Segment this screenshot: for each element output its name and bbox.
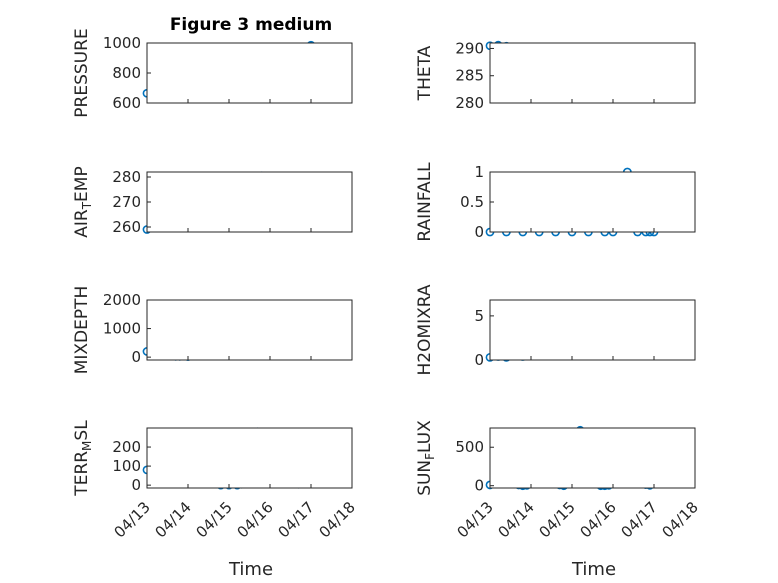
- y-tick-label: 0: [474, 477, 484, 495]
- y-tick-label: 285: [455, 67, 484, 85]
- y-tick-label: 200: [112, 438, 141, 456]
- axes-frame: [489, 427, 696, 489]
- y-axis-label: AIRTEMP: [72, 166, 94, 237]
- y-tick-label: 1000: [103, 320, 141, 338]
- chart-panel-row3-right: 0 5 H2OMIXRA: [415, 284, 696, 376]
- y-tick-label: 5: [474, 307, 484, 325]
- chart-panel-row2-right: 0 0.5 1 RAINFALL: [415, 162, 696, 242]
- axes-frame: [146, 299, 353, 361]
- axes-frame: [146, 171, 353, 233]
- axes-frame: [489, 42, 696, 104]
- y-axis-label: RAINFALL: [415, 162, 435, 242]
- y-tick-label: 500: [455, 438, 484, 456]
- y-axis-label: MIXDEPTH: [72, 286, 92, 375]
- y-axis-label: TERRMSL: [72, 420, 94, 497]
- y-tick-label: 0.5: [460, 193, 484, 211]
- chart-panel-row2-left: 260 270 280 AIRTEMP: [72, 166, 353, 238]
- axes-frame: [146, 427, 353, 489]
- x-axis-label-right: Time: [571, 559, 616, 580]
- figure-title: Figure 3 medium: [170, 15, 332, 35]
- y-tick-label: 0: [131, 476, 141, 494]
- y-tick-label: 0: [131, 348, 141, 366]
- y-tick-label: 280: [112, 168, 141, 186]
- chart-panel-row3-left: 0 1000 2000 MIXDEPTH: [72, 286, 353, 375]
- y-tick-label: 800: [112, 64, 141, 82]
- y-tick-label: 280: [455, 94, 484, 112]
- axes-frame: [489, 299, 696, 361]
- y-tick-label: 2000: [103, 291, 141, 309]
- y-tick-label: 0: [474, 223, 484, 241]
- y-tick-label: 260: [112, 218, 141, 236]
- y-tick-label: 1: [474, 163, 484, 181]
- chart-panel-top-left: 600 800 1000 PRESSURE: [72, 28, 353, 118]
- y-tick-label: 290: [455, 39, 484, 57]
- y-tick-label: 270: [112, 193, 141, 211]
- y-axis-label: H2OMIXRA: [415, 284, 435, 375]
- chart-panel-top-right: 280 285 290 THETA: [415, 39, 696, 112]
- x-axis-label-left: Time: [228, 559, 273, 580]
- y-axis-label: SUNFLUX: [415, 420, 437, 496]
- y-axis-label: THETA: [415, 45, 435, 101]
- y-axis-label: PRESSURE: [72, 28, 92, 117]
- axes-frame: [146, 42, 353, 104]
- y-tick-label: 1000: [103, 34, 141, 52]
- y-tick-label: 0: [474, 351, 484, 369]
- axes-frame: [489, 171, 696, 233]
- y-tick-label: 600: [112, 94, 141, 112]
- y-tick-label: 100: [112, 457, 141, 475]
